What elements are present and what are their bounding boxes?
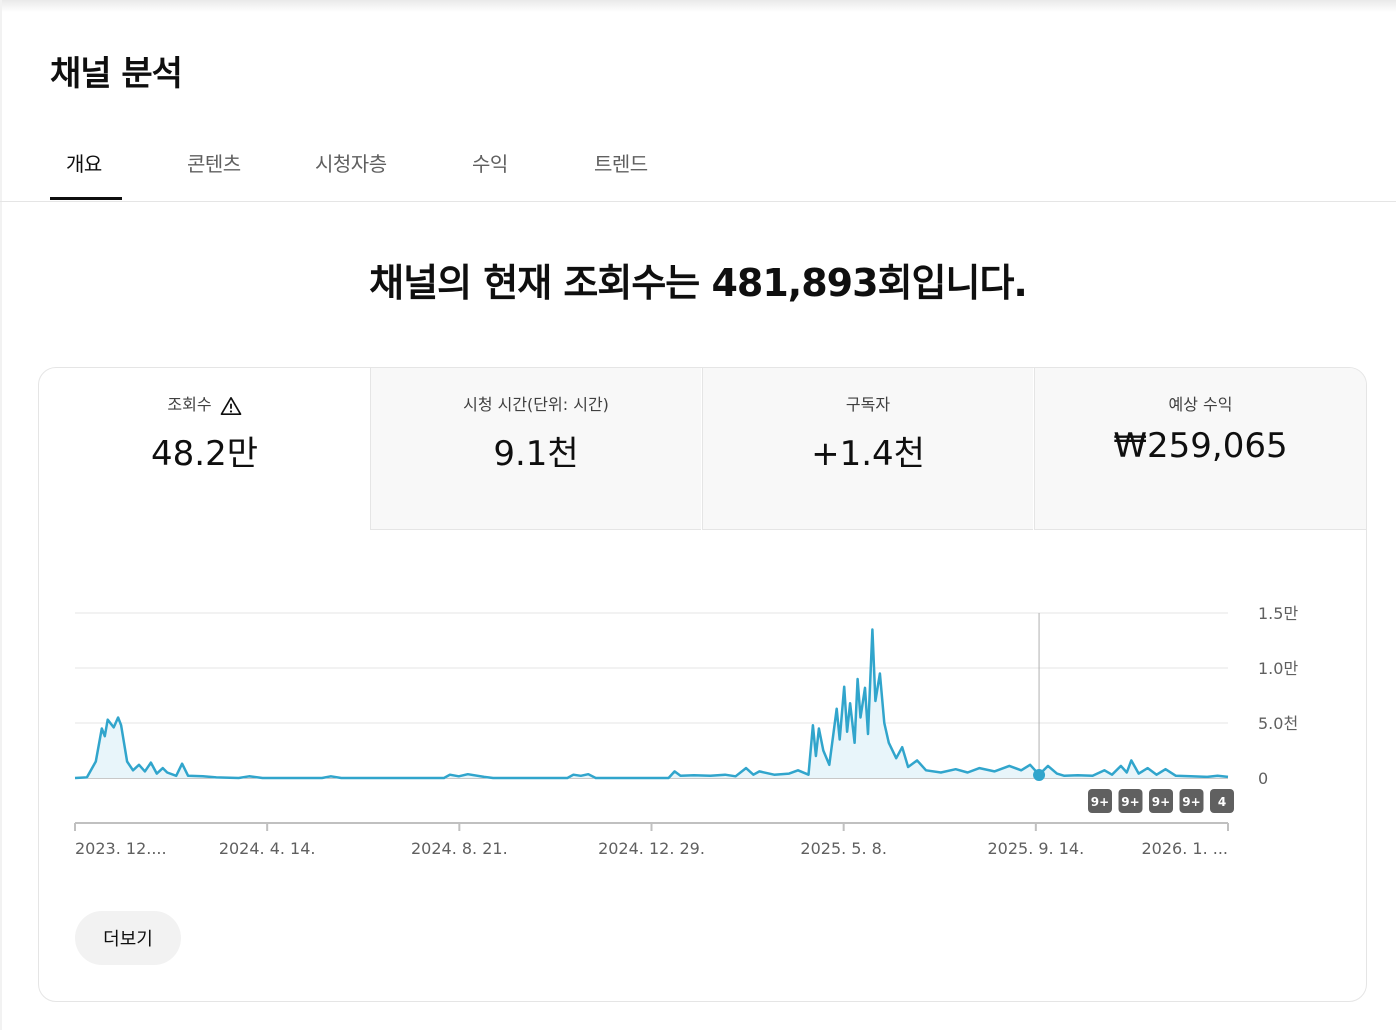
annotation-badge[interactable]: 9+ [1118, 789, 1143, 813]
tab-audience[interactable]: 시청자층 [315, 152, 387, 176]
x-tick-label: 2024. 12. 29. [598, 839, 705, 858]
x-tick-label: 2023. 12.... [75, 839, 167, 858]
tab-bar: 개요 콘텐츠 시청자층 수익 트렌드 [0, 130, 1396, 202]
more-button[interactable]: 더보기 [75, 911, 181, 965]
y-tick-label: 1.0만 [1258, 659, 1298, 678]
tab-trends[interactable]: 트렌드 [594, 152, 648, 176]
series-area [75, 629, 1228, 778]
metric-watch-time-value: 9.1천 [493, 434, 579, 474]
metric-revenue-label: 예상 수익 [1168, 395, 1233, 414]
views-chart[interactable]: 0 5.0천 1.0만 1.5만 9+ 9+ 9+ 9+ 4 2023. 12.... 2024. … [39, 568, 1366, 878]
top-shadow [0, 0, 1396, 12]
annotation-badge[interactable]: 9+ [1179, 789, 1204, 813]
y-tick-label: 0 [1258, 769, 1268, 788]
y-tick-label: 1.5만 [1258, 604, 1298, 623]
tab-overview[interactable]: 개요 [66, 152, 102, 176]
annotation-badge-label: 9+ [1091, 795, 1109, 809]
metric-watch-time[interactable]: 시청 시간(단위: 시간) 9.1천 [370, 368, 701, 530]
page-title: 채널 분석 [50, 54, 183, 94]
x-tick-label: 2024. 4. 14. [219, 839, 316, 858]
metric-views-label: 조회수 [167, 395, 212, 414]
annotation-badge-label: 9+ [1182, 795, 1200, 809]
metrics-card: 조회수 48.2만 시청 시간(단위: 시간) 9.1천 구독자 +1.4천 예… [38, 367, 1367, 1002]
metric-subscribers-label: 구독자 [845, 395, 891, 414]
warning-icon[interactable] [220, 396, 242, 416]
tab-content[interactable]: 콘텐츠 [187, 152, 241, 176]
metric-watch-time-label: 시청 시간(단위: 시간) [463, 395, 609, 414]
annotation-badge[interactable]: 4 [1210, 789, 1234, 813]
annotation-badge-label: 4 [1218, 795, 1226, 809]
metric-revenue-value: ₩259,065 [1113, 426, 1288, 466]
tab-revenue[interactable]: 수익 [472, 152, 508, 176]
active-tab-indicator [50, 197, 122, 200]
metric-subscribers-value: +1.4천 [811, 434, 925, 474]
metric-label: 조회수 [39, 394, 370, 416]
annotation-badge-label: 9+ [1121, 795, 1139, 809]
x-tick-label: 2026. 1. ... [1142, 839, 1229, 858]
metric-subscribers[interactable]: 구독자 +1.4천 [702, 368, 1033, 530]
date-marker-dot[interactable] [1033, 769, 1046, 781]
metric-revenue[interactable]: 예상 수익 ₩259,065 [1034, 368, 1366, 530]
annotation-badge[interactable]: 9+ [1088, 789, 1112, 813]
x-tick-label: 2025. 9. 14. [987, 839, 1084, 858]
metric-views[interactable]: 조회수 48.2만 [39, 368, 370, 530]
y-tick-label: 5.0천 [1258, 714, 1298, 733]
annotation-badge-label: 9+ [1152, 795, 1170, 809]
annotation-badge[interactable]: 9+ [1149, 789, 1173, 813]
views-headline: 채널의 현재 조회수는 481,893회입니다. [369, 261, 1028, 305]
x-tick-label: 2025. 5. 8. [800, 839, 887, 858]
metric-views-value: 48.2만 [151, 434, 258, 474]
series-line[interactable] [74, 628, 1229, 780]
left-border [0, 0, 2, 1030]
x-tick-label: 2024. 8. 21. [411, 839, 508, 858]
